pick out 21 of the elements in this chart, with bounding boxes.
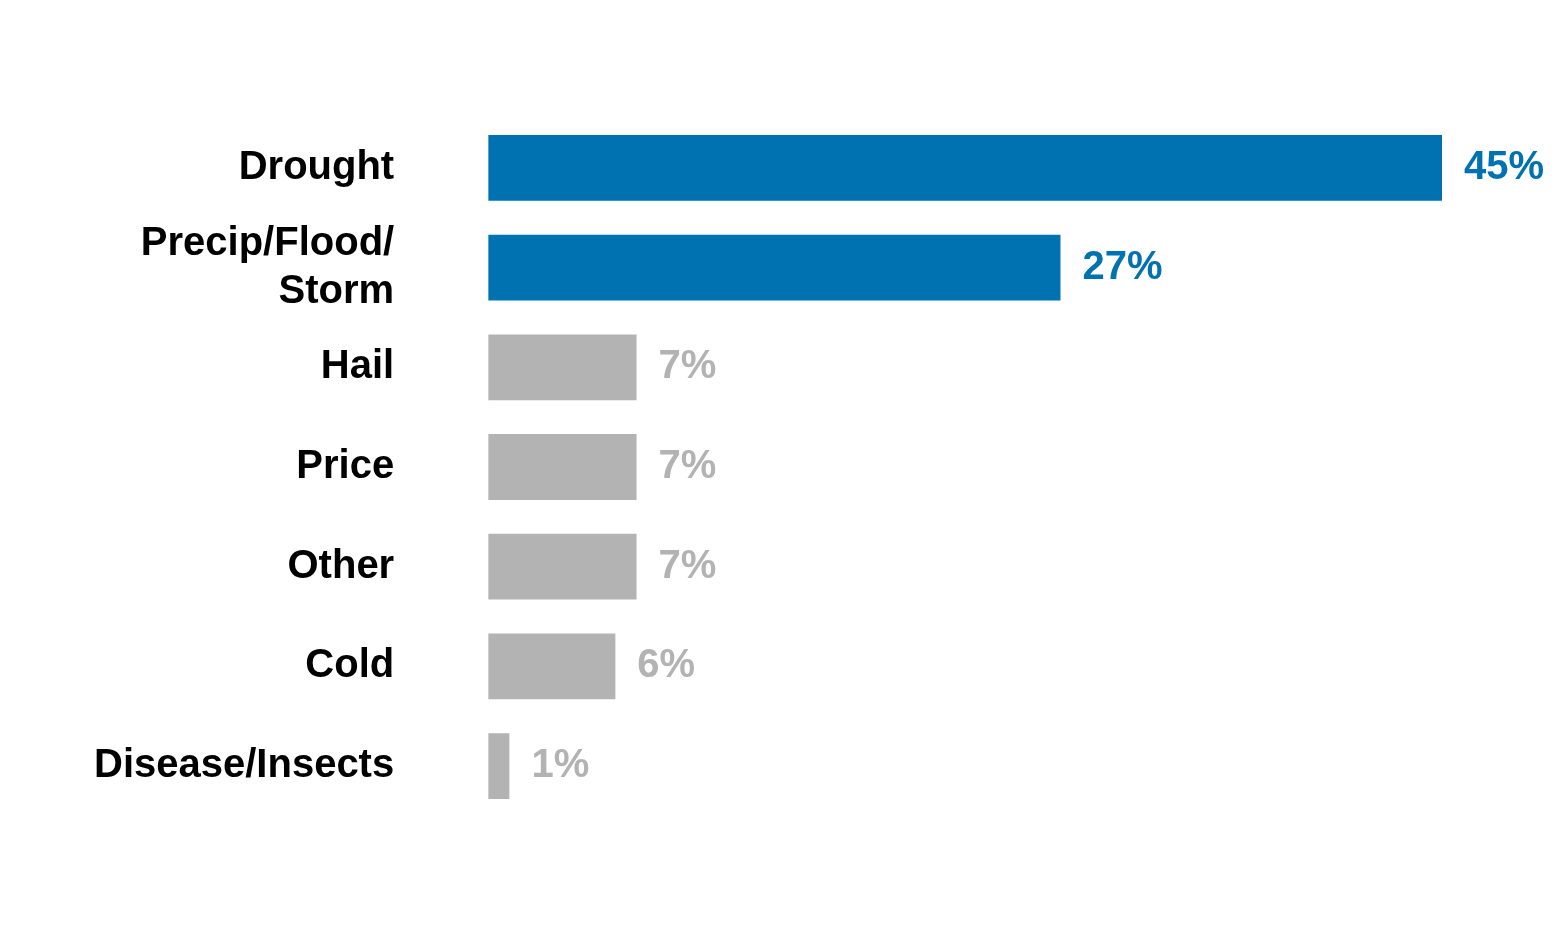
data-label: 27% bbox=[1082, 242, 1163, 287]
data-label: 7% bbox=[658, 541, 717, 586]
data-label: 7% bbox=[658, 442, 717, 487]
data-label: 7% bbox=[658, 342, 717, 387]
y-tick-label: Precip/Flood/Storm bbox=[140, 218, 395, 311]
y-tick-label: Price bbox=[296, 442, 395, 487]
bar bbox=[488, 733, 510, 800]
y-tick-label: Other bbox=[287, 541, 395, 586]
y-tick-label: Cold bbox=[305, 641, 395, 686]
data-label: 1% bbox=[531, 741, 590, 786]
bar bbox=[488, 234, 1061, 301]
y-tick-label: Disease/Insects bbox=[93, 741, 395, 786]
bar bbox=[488, 533, 637, 600]
bar bbox=[488, 134, 1442, 201]
y-tick-label: Hail bbox=[320, 342, 395, 387]
y-tick-label: Drought bbox=[238, 142, 395, 187]
bar bbox=[488, 434, 637, 500]
bar bbox=[488, 633, 616, 700]
bar bbox=[488, 334, 637, 401]
data-label: 45% bbox=[1464, 142, 1545, 187]
data-label: 6% bbox=[637, 641, 696, 686]
